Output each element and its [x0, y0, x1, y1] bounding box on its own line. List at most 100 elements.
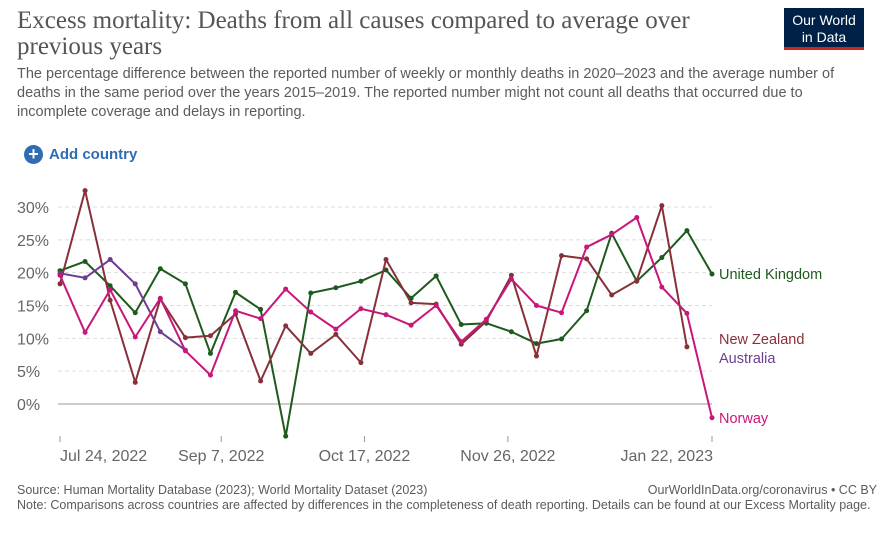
- data-point: [107, 297, 113, 303]
- data-point: [634, 214, 640, 220]
- data-point: [508, 272, 514, 278]
- y-tick-label: 0%: [17, 397, 40, 414]
- x-tick-label: Nov 26, 2022: [460, 448, 555, 465]
- data-point: [408, 300, 414, 306]
- data-point: [559, 253, 565, 259]
- data-point: [82, 275, 88, 281]
- data-point: [433, 273, 439, 279]
- data-point: [659, 255, 665, 261]
- y-tick-label: 20%: [17, 266, 49, 283]
- data-point: [57, 272, 63, 278]
- data-point: [107, 283, 113, 289]
- data-point: [584, 308, 590, 314]
- series-line-australia: [59, 258, 186, 351]
- logo-line2: in Data: [801, 29, 847, 45]
- data-point: [659, 284, 665, 290]
- data-point: [533, 341, 539, 347]
- data-point: [258, 306, 264, 312]
- data-point: [684, 310, 690, 316]
- data-point: [609, 232, 615, 238]
- data-point: [458, 339, 464, 345]
- y-tick-label: 10%: [17, 331, 49, 348]
- legend-label: New Zealand: [719, 332, 804, 348]
- chart-subtitle: The percentage difference between the re…: [17, 66, 835, 120]
- data-point: [132, 281, 138, 287]
- data-point: [533, 353, 539, 359]
- data-point: [308, 309, 314, 315]
- plus-circle-icon: +: [24, 145, 43, 164]
- data-point: [233, 289, 239, 295]
- x-tick-label: Jul 24, 2022: [60, 448, 147, 465]
- legend-label: Norway: [719, 411, 769, 427]
- legend-label: United Kingdom: [719, 267, 822, 283]
- data-point: [132, 379, 138, 385]
- data-point: [258, 316, 264, 322]
- data-point: [132, 334, 138, 340]
- data-point: [207, 350, 213, 356]
- x-tick-label: Jan 22, 2023: [620, 448, 713, 465]
- note-text: Note: Comparisons across countries are a…: [17, 498, 871, 512]
- data-point: [508, 276, 514, 282]
- data-point: [82, 329, 88, 335]
- data-point: [107, 257, 113, 263]
- data-point: [132, 310, 138, 316]
- data-point: [483, 316, 489, 322]
- y-tick-label: 15%: [17, 298, 49, 315]
- data-point: [157, 295, 163, 301]
- data-point: [157, 266, 163, 272]
- data-point: [659, 203, 665, 209]
- data-point: [107, 287, 113, 293]
- data-point: [584, 256, 590, 262]
- chart-footer: Source: Human Mortality Database (2023);…: [17, 483, 877, 513]
- y-tick-label: 25%: [17, 233, 49, 250]
- data-point: [283, 433, 289, 439]
- data-point: [609, 292, 615, 298]
- series-line-new-zealand: [59, 189, 688, 384]
- x-tick-label: Sep 7, 2022: [178, 448, 264, 465]
- data-point: [533, 302, 539, 308]
- data-point: [333, 331, 339, 337]
- data-point: [408, 322, 414, 328]
- data-point: [358, 360, 364, 366]
- data-point: [333, 326, 339, 332]
- y-tick-label: 30%: [17, 200, 49, 217]
- data-point: [182, 281, 188, 287]
- chart-title: Excess mortality: Deaths from all causes…: [17, 7, 690, 60]
- data-point: [57, 281, 63, 287]
- data-point: [358, 306, 364, 312]
- data-point: [207, 372, 213, 378]
- series-line-norway: [59, 216, 713, 419]
- data-point: [182, 335, 188, 341]
- owid-logo[interactable]: Our World in Data: [784, 8, 864, 50]
- data-point: [358, 278, 364, 284]
- data-point: [458, 322, 464, 328]
- data-point: [584, 244, 590, 250]
- data-point: [258, 378, 264, 384]
- data-point: [182, 348, 188, 354]
- x-tick-label: Oct 17, 2022: [319, 448, 411, 465]
- source-link[interactable]: OurWorldInData.org/coronavirus • CC BY: [647, 483, 877, 497]
- source-text: Source: Human Mortality Database (2023);…: [17, 483, 428, 497]
- data-point: [82, 258, 88, 264]
- add-country-button[interactable]: + Add country: [24, 145, 137, 164]
- data-point: [684, 228, 690, 234]
- data-point: [559, 336, 565, 342]
- data-point: [383, 312, 389, 318]
- data-point: [508, 329, 514, 335]
- y-tick-label: 5%: [17, 364, 40, 381]
- data-point: [709, 271, 715, 277]
- data-point: [82, 188, 88, 194]
- data-point: [559, 310, 565, 316]
- data-point: [709, 415, 715, 421]
- data-point: [634, 278, 640, 284]
- data-point: [308, 350, 314, 356]
- data-point: [207, 333, 213, 339]
- data-point: [433, 302, 439, 308]
- data-point: [333, 285, 339, 291]
- data-point: [283, 323, 289, 329]
- data-point: [233, 308, 239, 314]
- add-country-label: Add country: [49, 146, 138, 163]
- logo-line1: Our World: [792, 12, 856, 28]
